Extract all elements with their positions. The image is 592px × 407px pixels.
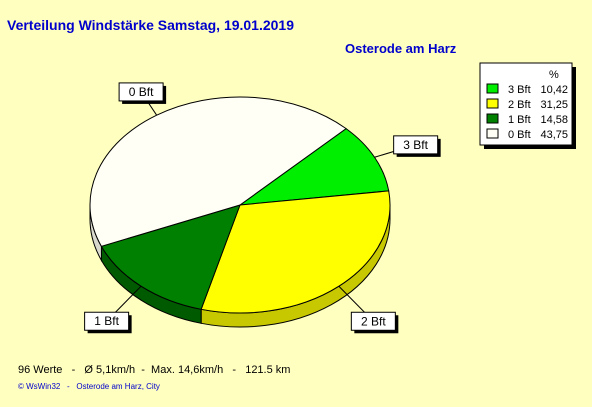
slice-label-1-bft: 1 Bft (84, 285, 142, 334)
legend-entry: 2 Bft 31,25 (486, 98, 568, 111)
legend-value: 10,42 (540, 84, 568, 96)
legend-entry: 1 Bft 14,58 (486, 113, 568, 126)
legend-value: 14,58 (540, 114, 568, 126)
slice-label-3-bft: 3 Bft (374, 135, 441, 158)
legend-swatch (486, 83, 499, 94)
location-label: Osterode am Harz (345, 41, 457, 56)
slice-2-bft (200, 190, 391, 314)
slice-labels: 3 Bft 2 Bft 1 Bft 0 Bft (84, 82, 441, 334)
legend-value: 31,25 (540, 99, 568, 111)
legend-value: 43,75 (540, 129, 568, 141)
legend-entry: 0 Bft 43,75 (486, 128, 568, 141)
slice-0-bft (89, 96, 347, 247)
legend-label: 0 Bft (508, 129, 531, 141)
legend-entry: 3 Bft 10,42 (486, 83, 568, 96)
chart-title: Verteilung Windstärke Samstag, 19.01.201… (7, 17, 294, 33)
slice-label-text: 0 Bft (129, 85, 154, 99)
legend-label: 1 Bft (508, 114, 531, 126)
slice-label-box (393, 135, 439, 155)
slice-label-text: 1 Bft (94, 314, 119, 328)
slice-label-box (118, 82, 164, 102)
legend-label: 3 Bft (508, 84, 531, 96)
slice-label-0-bft: 0 Bft (118, 82, 167, 116)
slice-label-2-bft: 2 Bft (338, 285, 399, 334)
slice-label-text: 2 Bft (361, 314, 386, 328)
legend-entries: 3 Bft 10,42 2 Bft 31,25 1 Bft 14,58 0 Bft 43,75 (486, 83, 568, 141)
legend-label: 2 Bft (508, 99, 531, 111)
legend: % 3 Bft 10,42 2 Bft 31,25 1 Bft 14,58 0 Bft 43,… (479, 62, 576, 149)
legend-swatch (486, 98, 499, 109)
pie-slices (89, 96, 391, 314)
slice-label-box (350, 311, 396, 331)
legend-header: % (549, 69, 559, 81)
legend-swatch (486, 128, 499, 139)
legend-swatch (486, 113, 499, 124)
slice-label-text: 3 Bft (403, 138, 428, 152)
slice-label-box (84, 311, 130, 331)
footer-credit: © WsWin32 - Osterode am Harz, City (18, 382, 160, 391)
footer-summary: 96 Werte - Ø 5,1km/h - Max. 14,6km/h - 1… (18, 364, 290, 376)
slice-1-bft (100, 204, 241, 310)
